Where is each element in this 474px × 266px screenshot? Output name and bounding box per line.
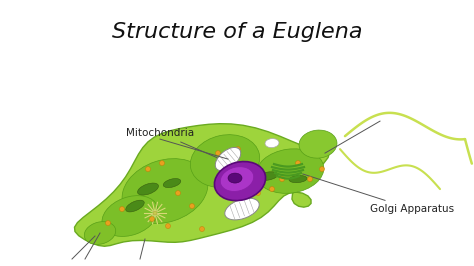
Ellipse shape (225, 198, 259, 220)
Ellipse shape (220, 167, 254, 192)
Circle shape (308, 177, 312, 182)
Circle shape (216, 151, 220, 156)
Ellipse shape (256, 149, 324, 193)
Ellipse shape (122, 159, 208, 223)
Ellipse shape (191, 135, 260, 188)
Circle shape (295, 161, 301, 166)
Circle shape (280, 177, 284, 182)
Circle shape (165, 223, 171, 228)
Text: Structure of a Euglena: Structure of a Euglena (112, 22, 362, 42)
Ellipse shape (228, 173, 242, 183)
Ellipse shape (299, 130, 337, 158)
Ellipse shape (102, 196, 158, 236)
Circle shape (153, 211, 157, 215)
Circle shape (200, 227, 204, 231)
Ellipse shape (137, 183, 158, 195)
Circle shape (270, 186, 274, 192)
Ellipse shape (215, 147, 241, 171)
Text: Mitochondria: Mitochondria (126, 128, 222, 160)
Ellipse shape (258, 172, 278, 180)
Circle shape (236, 147, 240, 152)
Ellipse shape (289, 176, 307, 183)
Circle shape (246, 164, 250, 169)
Ellipse shape (163, 178, 181, 188)
Circle shape (159, 161, 164, 166)
Circle shape (119, 207, 125, 211)
Circle shape (319, 167, 325, 172)
Circle shape (190, 203, 194, 209)
Circle shape (175, 190, 181, 196)
Circle shape (146, 167, 151, 172)
Ellipse shape (214, 161, 265, 201)
Circle shape (237, 207, 243, 211)
Circle shape (255, 190, 261, 196)
Circle shape (149, 217, 155, 222)
Ellipse shape (265, 139, 279, 148)
Circle shape (106, 221, 110, 226)
Ellipse shape (247, 182, 263, 190)
Ellipse shape (126, 200, 144, 212)
Text: Golgi Apparatus: Golgi Apparatus (302, 174, 454, 214)
Ellipse shape (84, 222, 116, 244)
Polygon shape (74, 124, 332, 246)
